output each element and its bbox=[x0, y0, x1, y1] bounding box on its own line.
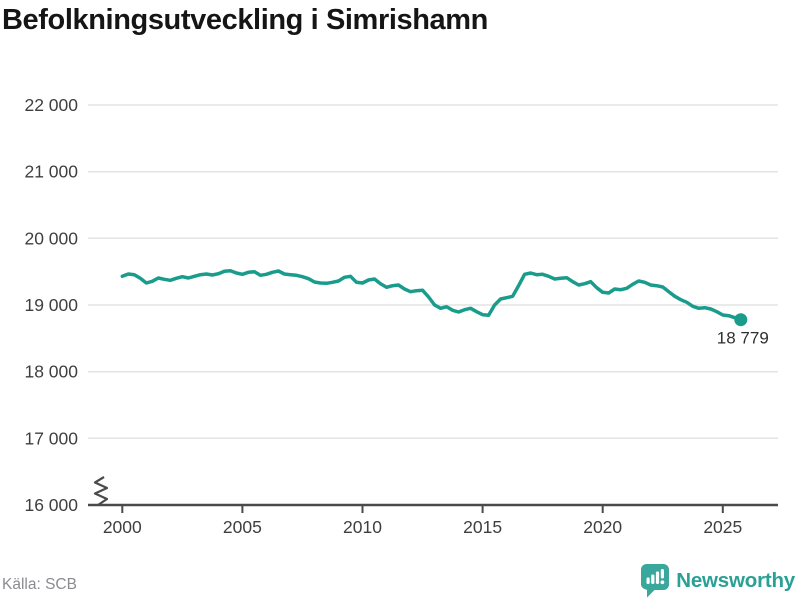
y-tick-label: 21 000 bbox=[24, 162, 78, 182]
chart-title: Befolkningsutveckling i Simrishamn bbox=[2, 4, 488, 36]
x-tick-label: 2015 bbox=[463, 517, 502, 537]
newsworthy-logo[interactable]: Newsworthy bbox=[641, 564, 795, 598]
x-tick-label: 2000 bbox=[103, 517, 142, 537]
newsworthy-wordmark: Newsworthy bbox=[676, 569, 795, 592]
y-tick-label: 18 000 bbox=[24, 362, 78, 382]
y-tick-label: 20 000 bbox=[24, 228, 78, 248]
axis-break-icon bbox=[93, 476, 109, 506]
bar-chart-bar-2-icon bbox=[651, 574, 655, 584]
exclamation-dot-icon bbox=[660, 580, 665, 585]
x-tick-label: 2010 bbox=[343, 517, 382, 537]
y-tick-label: 22 000 bbox=[24, 95, 78, 115]
newsworthy-icon bbox=[641, 564, 670, 598]
y-tick-label: 17 000 bbox=[24, 428, 78, 448]
end-point-marker bbox=[734, 313, 748, 327]
end-value-label: 18 779 bbox=[717, 329, 769, 348]
x-tick-label: 2025 bbox=[703, 517, 742, 537]
source-label: Källa: SCB bbox=[2, 576, 77, 593]
x-tick-label: 2005 bbox=[223, 517, 262, 537]
population-line bbox=[120, 268, 743, 322]
bar-chart-bar-3-icon bbox=[656, 571, 660, 584]
y-tick-label: 19 000 bbox=[24, 295, 78, 315]
exclamation-bar-icon bbox=[661, 569, 665, 579]
x-tick-label: 2020 bbox=[583, 517, 622, 537]
bar-chart-bar-1-icon bbox=[646, 577, 650, 584]
y-tick-label: 16 000 bbox=[24, 495, 78, 515]
speech-bubble-shape bbox=[641, 564, 670, 598]
